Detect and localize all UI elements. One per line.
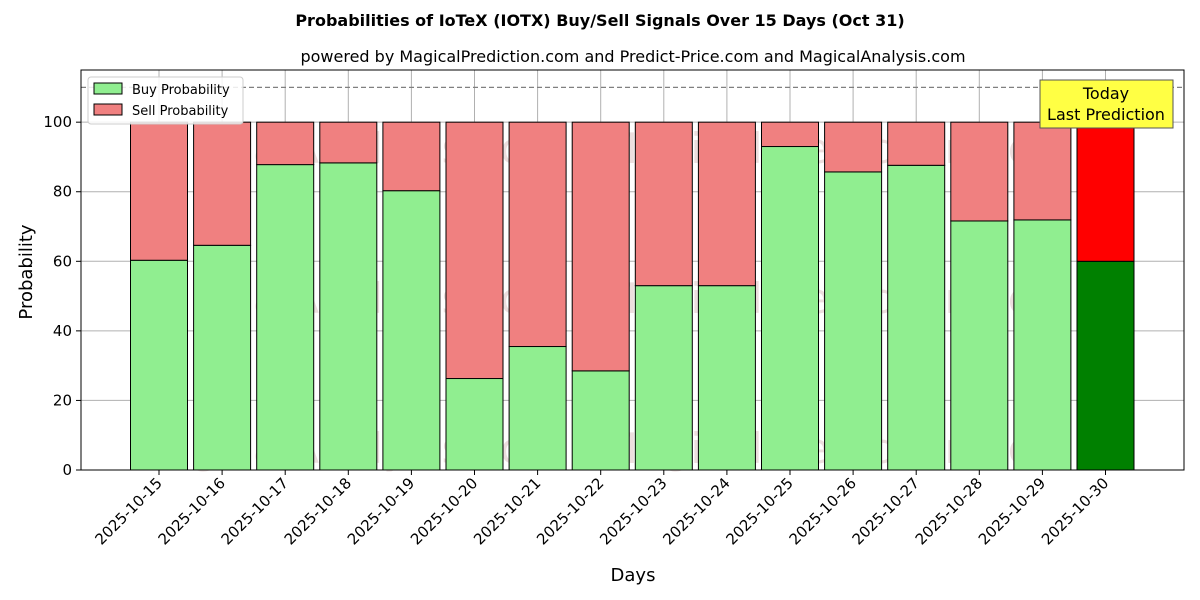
x-tick-label: 2025-10-28 [912, 474, 986, 548]
bar-buy-2025-10-30 [1076, 260, 1135, 471]
legend-label-sell: Sell Probability [132, 104, 229, 119]
x-tick-label: 2025-10-29 [975, 474, 1049, 548]
x-tick-label: 2025-10-22 [533, 474, 607, 548]
bar-sell-2025-10-25 [761, 121, 819, 148]
today-annotation-box [1039, 79, 1174, 129]
bar-buy-2025-10-18 [319, 162, 378, 471]
y-axis-label: Probability [16, 224, 37, 319]
bar-buy-2025-10-22 [571, 370, 630, 471]
y-tick-label: 80 [53, 183, 72, 201]
legend-swatch-sell [93, 103, 123, 116]
x-tick-label: 2025-10-19 [344, 474, 418, 548]
y-tick-label: 40 [53, 322, 72, 340]
bar-sell-2025-10-30 [1076, 121, 1135, 262]
bar-sell-2025-10-19 [382, 121, 441, 192]
x-tick-label: 2025-10-18 [281, 474, 355, 548]
x-tick-label: 2025-10-17 [218, 474, 292, 548]
bar-buy-2025-10-15 [130, 259, 188, 471]
y-tick-label: 100 [43, 113, 72, 131]
x-axis-label: Days [611, 565, 656, 586]
today-annotation-line2: Last Prediction [1047, 105, 1165, 124]
today-annotation: Today Last Prediction [1039, 79, 1174, 129]
bar-sell-2025-10-23 [634, 121, 693, 287]
bar-sell-2025-10-15 [130, 121, 188, 261]
x-tick-label: 2025-10-30 [1038, 474, 1112, 548]
x-tick-label: 2025-10-15 [91, 474, 165, 548]
bar-sell-2025-10-18 [319, 121, 378, 164]
bar-sell-2025-10-22 [571, 121, 630, 372]
legend-label-buy: Buy Probability [132, 83, 230, 98]
bar-sell-2025-10-28 [950, 121, 1009, 222]
bar-buy-2025-10-25 [761, 146, 819, 471]
bar-buy-2025-10-21 [508, 346, 567, 471]
x-tick-label: 2025-10-16 [155, 474, 229, 548]
y-tick-label: 0 [62, 461, 72, 479]
plot-area: MagicalAnalysis.comMagicalPrediction.com… [43, 69, 1185, 548]
bar-buy-2025-10-17 [256, 164, 315, 471]
bar-buy-2025-10-19 [382, 190, 441, 471]
legend-swatch-buy [93, 82, 123, 95]
bar-buy-2025-10-27 [887, 164, 946, 471]
legend-frame [87, 76, 244, 125]
x-tick-label: 2025-10-27 [849, 474, 923, 548]
bar-sell-2025-10-29 [1013, 121, 1072, 221]
bar-sell-2025-10-16 [193, 121, 252, 246]
bar-buy-2025-10-24 [697, 285, 756, 471]
today-annotation-line1: Today [1082, 84, 1129, 103]
chart-subtitle: powered by MagicalPrediction.com and Pre… [300, 47, 965, 66]
bar-sell-2025-10-17 [256, 121, 315, 166]
x-tick-label: 2025-10-25 [722, 474, 796, 548]
bar-sell-2025-10-26 [824, 121, 883, 173]
bar-buy-2025-10-23 [634, 285, 693, 471]
axes-frame [80, 69, 1185, 471]
bar-buy-2025-10-16 [193, 244, 252, 471]
bar-buy-2025-10-28 [950, 220, 1009, 471]
y-tick-label: 60 [53, 252, 72, 270]
y-tick-label: 20 [53, 391, 72, 409]
x-tick-label: 2025-10-26 [786, 474, 860, 548]
bar-buy-2025-10-26 [824, 171, 883, 471]
bar-sell-2025-10-27 [887, 121, 946, 166]
legend: Buy Probability Sell Probability [87, 76, 244, 125]
x-tick-label: 2025-10-21 [470, 474, 544, 548]
x-tick-label: 2025-10-20 [407, 474, 481, 548]
bar-sell-2025-10-21 [508, 121, 567, 348]
bar-sell-2025-10-20 [445, 121, 504, 380]
x-tick-label: 2025-10-24 [659, 474, 733, 548]
bar-sell-2025-10-24 [697, 121, 756, 287]
chart-title: Probabilities of IoTeX (IOTX) Buy/Sell S… [295, 11, 904, 30]
x-tick-label: 2025-10-23 [596, 474, 670, 548]
bar-buy-2025-10-29 [1013, 219, 1072, 471]
bar-buy-2025-10-20 [445, 378, 504, 471]
